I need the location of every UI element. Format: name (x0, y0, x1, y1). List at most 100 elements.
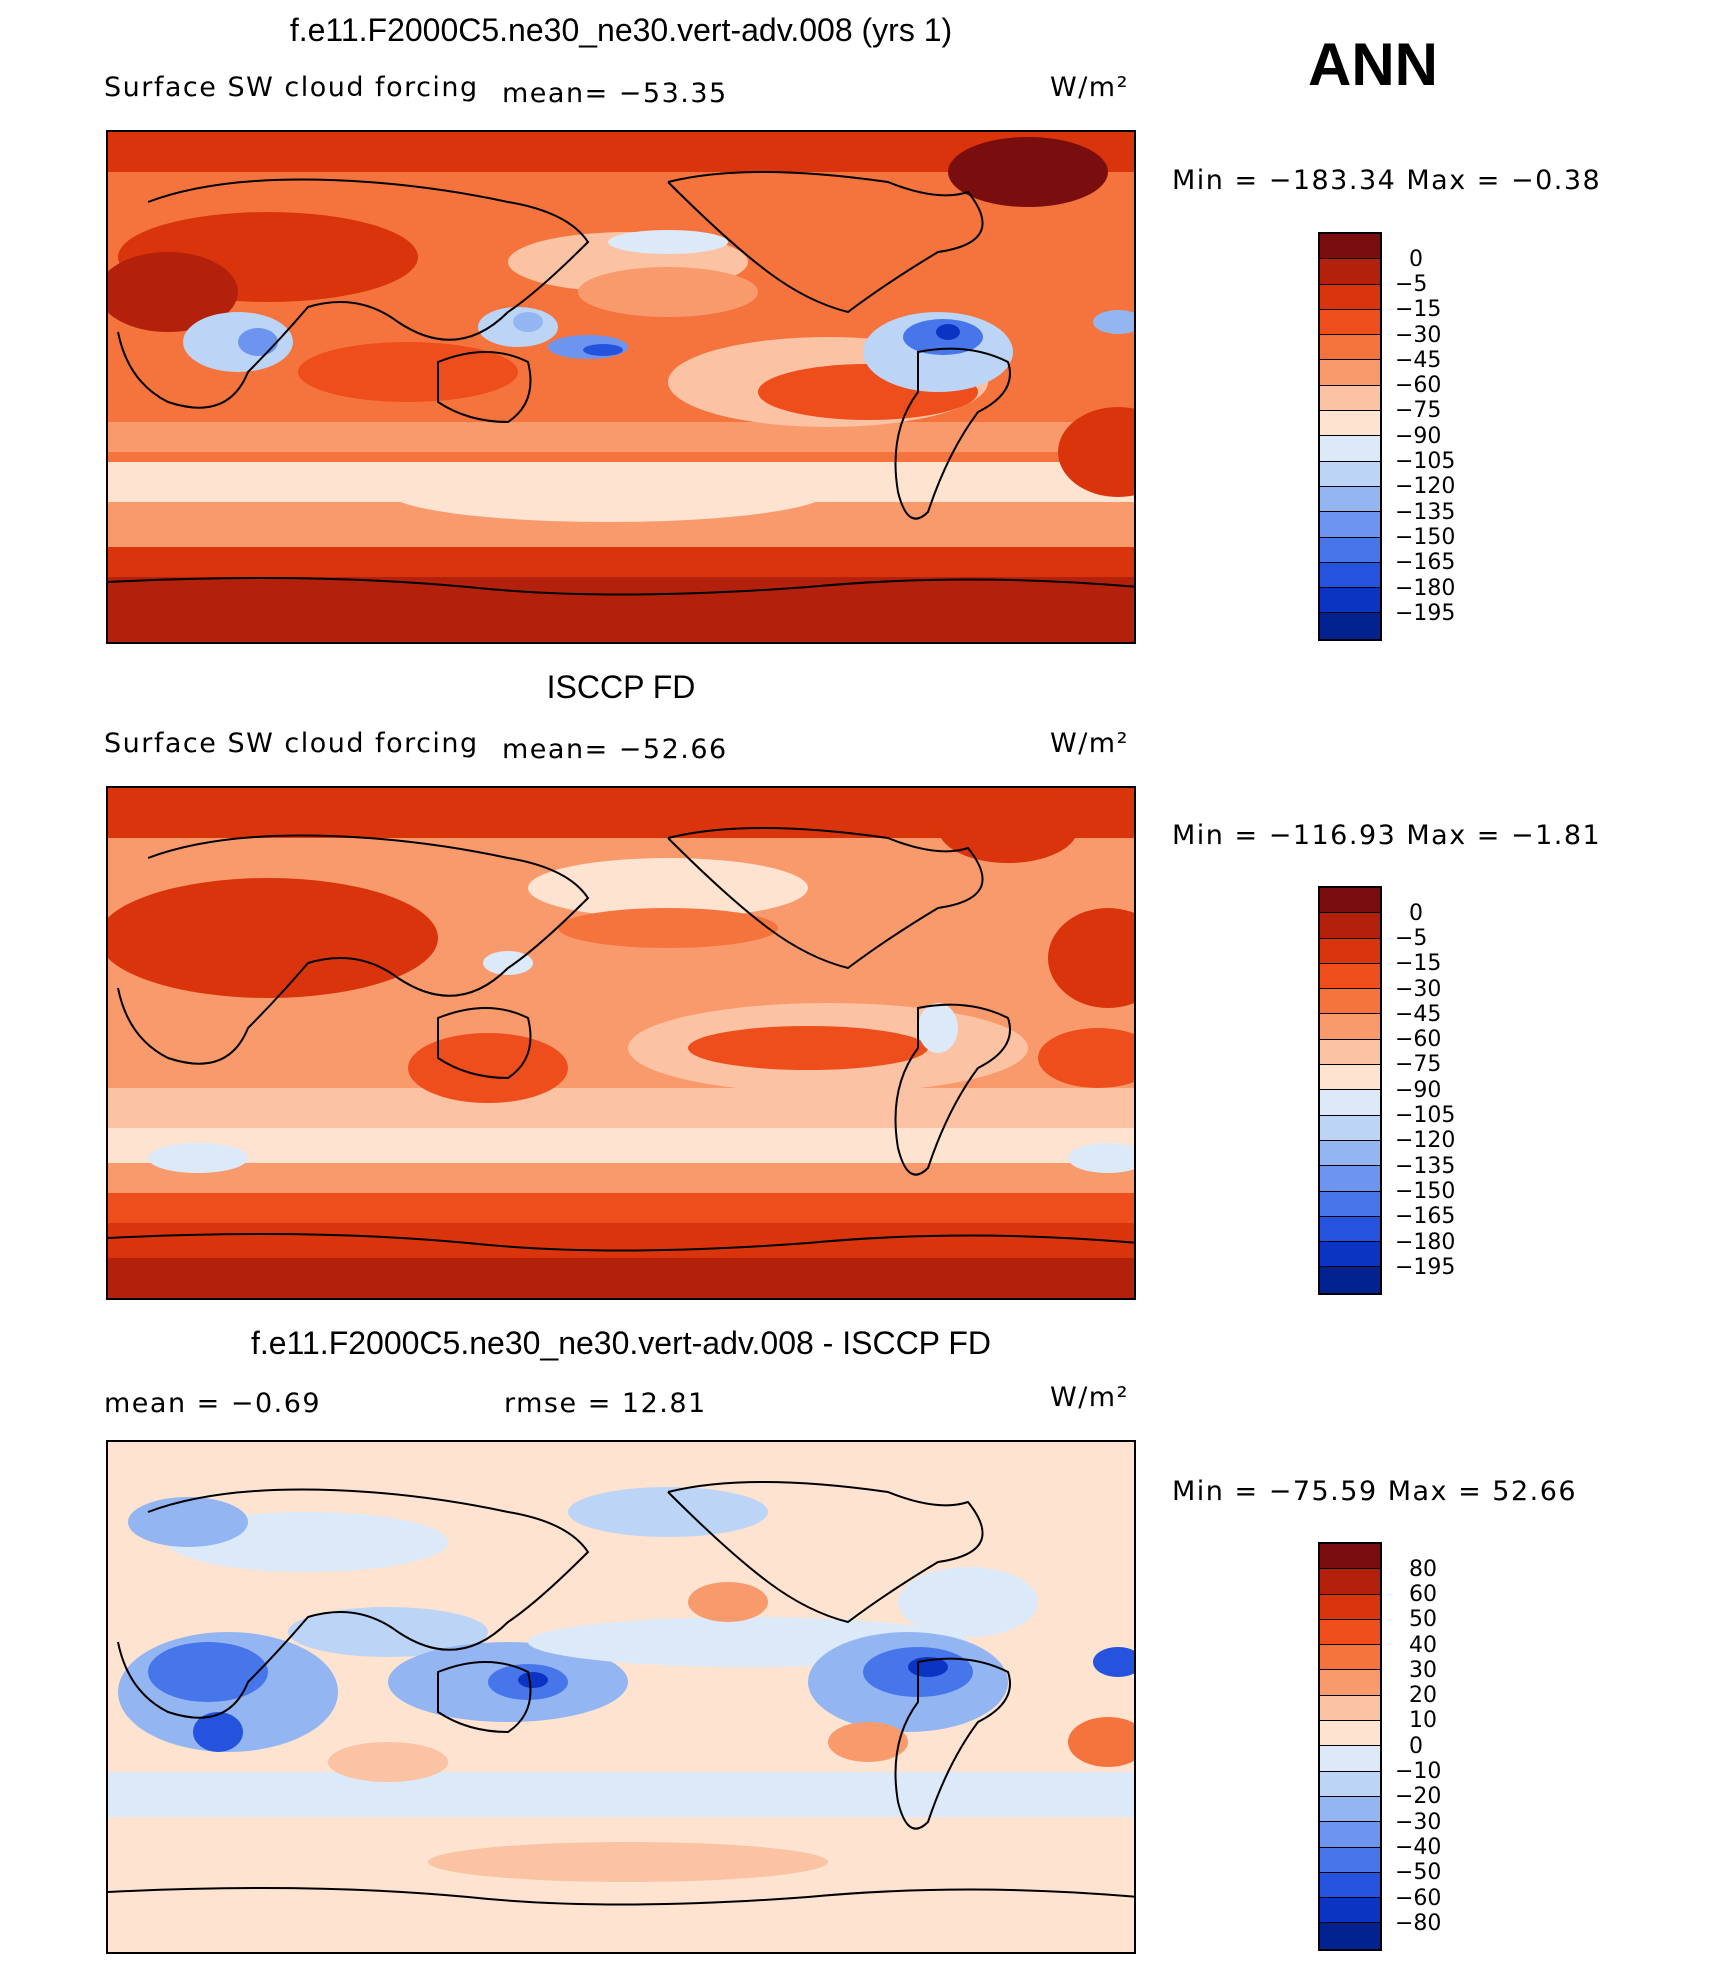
colorbar-tick-label: 80 (1409, 1556, 1437, 1582)
panel-2-mean: mean= −52.66 (502, 734, 728, 765)
panel-3-minmax: Min = −75.59 Max = 52.66 (1172, 1476, 1578, 1507)
colorbar-cell (1320, 1039, 1380, 1066)
panel-3-map (106, 1440, 1136, 1954)
colorbar-cell (1320, 562, 1380, 589)
panel-2-title: ISCCP FD (546, 669, 696, 705)
panel-3-units: W/m² (1050, 1382, 1129, 1413)
colorbar-tick-label: −30 (1395, 322, 1442, 348)
colorbar-cell (1320, 1065, 1380, 1091)
colorbar-tick-label: 20 (1409, 1683, 1437, 1709)
panel-3-title: f.e11.F2000C5.ne30_ne30.vert-adv.008 - I… (251, 1325, 991, 1361)
colorbar-cell (1320, 913, 1380, 939)
colorbar-tick-label: −180 (1395, 1229, 1456, 1255)
colorbar-tick-label: −75 (1395, 1052, 1442, 1078)
colorbar-cell (1320, 1796, 1380, 1823)
colorbar-tick-label: 0 (1409, 246, 1423, 272)
colorbar-cell (1320, 963, 1380, 990)
colorbar-cell (1320, 1216, 1380, 1243)
colorbar-cell (1320, 588, 1380, 614)
colorbar-tick-label: −40 (1395, 1834, 1442, 1860)
colorbar-tick-label: 30 (1409, 1657, 1437, 1683)
colorbar-cell (1320, 335, 1380, 361)
colorbar-cell (1320, 1014, 1380, 1040)
colorbar-tick-label: 0 (1409, 900, 1423, 926)
colorbar-3 (1318, 1542, 1382, 1951)
colorbar-tick-label: −165 (1395, 1204, 1456, 1230)
colorbar-tick-label: −120 (1395, 1128, 1456, 1154)
panel-1-variable: Surface SW cloud forcing (104, 72, 479, 103)
colorbar-tick-label: −30 (1395, 976, 1442, 1002)
colorbar-cell (1320, 1140, 1380, 1167)
colorbar-cell (1320, 385, 1380, 412)
colorbar-tick-label: −30 (1395, 1809, 1442, 1835)
colorbar-2 (1318, 886, 1382, 1295)
panel-1-mean: mean= −53.35 (502, 78, 728, 109)
colorbar-tick-label: −150 (1395, 1178, 1456, 1204)
panel-2-minmax: Min = −116.93 Max = −1.81 (1172, 820, 1602, 851)
colorbar-tick-label: −80 (1395, 1910, 1442, 1936)
colorbar-cell (1320, 1594, 1380, 1620)
panel-3-rmse: rmse = 12.81 (504, 1388, 707, 1419)
colorbar-tick-label: −90 (1395, 1077, 1442, 1103)
colorbar-tick-label: −5 (1395, 271, 1428, 297)
colorbar-cell (1320, 1115, 1380, 1141)
colorbar-cell (1320, 486, 1380, 513)
colorbar-tick-label: −135 (1395, 499, 1456, 525)
colorbar-cell (1320, 1695, 1380, 1722)
colorbar-tick-label: 0 (1409, 1733, 1423, 1759)
colorbar-cell (1320, 1645, 1380, 1671)
colorbar-cell (1320, 1267, 1380, 1293)
colorbar-cell (1320, 1242, 1380, 1268)
colorbar-tick-label: 60 (1409, 1581, 1437, 1607)
colorbar-tick-label: −45 (1395, 1001, 1442, 1027)
colorbar-cell (1320, 1746, 1380, 1772)
colorbar-tick-label: −20 (1395, 1784, 1442, 1810)
colorbar-tick-label: −120 (1395, 474, 1456, 500)
panel-1-title: f.e11.F2000C5.ne30_ne30.vert-adv.008 (yr… (289, 12, 953, 48)
colorbar-tick-label: −195 (1395, 600, 1456, 626)
colorbar-cell (1320, 1898, 1380, 1924)
colorbar-tick-label: 40 (1409, 1632, 1437, 1658)
panel-2-map (106, 786, 1136, 1300)
colorbar-cell (1320, 1872, 1380, 1899)
colorbar-tick-label: −135 (1395, 1153, 1456, 1179)
colorbar-cell (1320, 938, 1380, 964)
colorbar-cell (1320, 1191, 1380, 1217)
colorbar-tick-label: −75 (1395, 398, 1442, 424)
colorbar-cell (1320, 436, 1380, 462)
colorbar-cell (1320, 461, 1380, 487)
colorbar-tick-label: −10 (1395, 1759, 1442, 1785)
colorbar-tick-label: −45 (1395, 347, 1442, 373)
colorbar-cell (1320, 537, 1380, 563)
colorbar-cell (1320, 1670, 1380, 1696)
colorbar-tick-label: −5 (1395, 925, 1428, 951)
colorbar-cell (1320, 1569, 1380, 1595)
colorbar-tick-label: −50 (1395, 1860, 1442, 1886)
panel-1-minmax: Min = −183.34 Max = −0.38 (1172, 165, 1602, 196)
colorbar-cell (1320, 1822, 1380, 1848)
colorbar-cell (1320, 411, 1380, 437)
colorbar-tick-label: −165 (1395, 550, 1456, 576)
colorbar-tick-label: −90 (1395, 423, 1442, 449)
colorbar-cell (1320, 989, 1380, 1015)
colorbar-cell (1320, 1847, 1380, 1873)
panel-3-mean: mean = −0.69 (104, 1388, 322, 1419)
colorbar-cell (1320, 234, 1380, 260)
colorbar-cell (1320, 1721, 1380, 1747)
colorbar-tick-label: −15 (1395, 951, 1442, 977)
colorbar-tick-label: −105 (1395, 1103, 1456, 1129)
colorbar-tick-label: −60 (1395, 373, 1442, 399)
colorbar-tick-label: −180 (1395, 575, 1456, 601)
colorbar-tick-label: −195 (1395, 1254, 1456, 1280)
colorbar-cell (1320, 1619, 1380, 1646)
colorbar-tick-label: −15 (1395, 297, 1442, 323)
panel-2-variable: Surface SW cloud forcing (104, 728, 479, 759)
colorbar-cell (1320, 1090, 1380, 1116)
colorbar-cell (1320, 284, 1380, 310)
colorbar-cell (1320, 1771, 1380, 1797)
colorbar-1 (1318, 232, 1382, 641)
panel-2-units: W/m² (1050, 728, 1129, 759)
colorbar-cell (1320, 1544, 1380, 1570)
colorbar-cell (1320, 512, 1380, 538)
colorbar-cell (1320, 309, 1380, 336)
